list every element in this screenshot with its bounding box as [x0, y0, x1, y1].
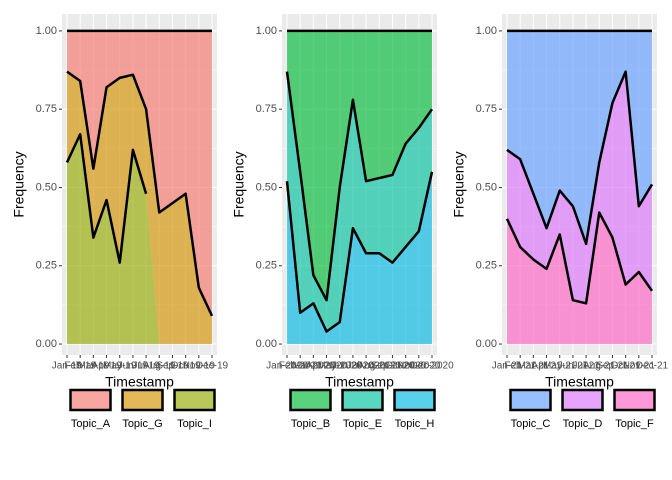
x-tick-label: Jul-21 [572, 361, 600, 372]
x-tick-label: Jan-21 [492, 361, 523, 372]
x-tick-label: Sep-2020 [371, 361, 415, 372]
x-tick-label: Jul-2020 [347, 361, 386, 372]
x-tick-label: Jan-19 [52, 361, 83, 372]
legend-key [561, 388, 604, 412]
x-tick-label: Oct-21 [611, 361, 641, 372]
x-tick-label: Jan-2020 [266, 361, 308, 372]
legend-label: Topic_A [71, 418, 111, 430]
y-tick-label: 0.00 [476, 338, 497, 350]
area [507, 212, 652, 345]
y-axis-title: Frequency [451, 151, 467, 217]
x-tick-label: Jun-21 [558, 361, 589, 372]
y-tick-label: 0.50 [256, 181, 277, 193]
x-tick-label: May-2020 [317, 361, 362, 372]
legend-key [341, 388, 384, 412]
x-tick-label: Aug-21 [583, 361, 616, 372]
area-line [506, 70, 654, 246]
x-tick-label: Jul-19 [132, 361, 160, 372]
y-tick-label: 0.25 [36, 260, 57, 272]
y-tick-label: 1.00 [36, 25, 57, 37]
y-tick-label: 0.75 [476, 103, 497, 115]
y-axis-title: Frequency [11, 151, 27, 217]
x-tick-label: Apr-2020 [306, 361, 348, 372]
x-axis-title: Timestamp [325, 374, 394, 390]
legend-label: Topic_I [177, 418, 212, 430]
x-tick-label: May-21 [543, 361, 577, 372]
legend-label: Topic_F [615, 418, 654, 430]
y-tick-label: 0.75 [256, 103, 277, 115]
y-tick-label: 0.75 [36, 103, 57, 115]
area-line [65, 132, 148, 264]
x-tick-label: Oct-2020 [385, 361, 427, 372]
legend-key [509, 388, 552, 412]
y-tick-label: 0.00 [256, 338, 277, 350]
area-line [285, 171, 434, 333]
x-tick-label: Dec-19 [196, 361, 229, 372]
x-tick-label: Nov-21 [623, 361, 656, 372]
legend-key [121, 388, 164, 412]
x-tick-label: Feb-21 [504, 361, 536, 372]
area [507, 30, 652, 244]
legend-label: Topic_C [511, 418, 551, 430]
area [67, 71, 212, 345]
area [67, 134, 212, 345]
legend-label: Topic_G [122, 418, 162, 430]
x-tick-label: Jun-2020 [332, 361, 374, 372]
x-tick-label: Apr-21 [532, 361, 562, 372]
y-tick-label: 1.00 [256, 25, 277, 37]
legend-label: Topic_B [291, 418, 330, 430]
legend-label: Topic_D [563, 418, 603, 430]
legend-key [613, 388, 656, 412]
x-tick-label: Dec-21 [636, 361, 669, 372]
x-tick-label: Jun-19 [118, 361, 149, 372]
y-tick-label: 0.25 [256, 260, 277, 272]
legend-key [173, 388, 216, 412]
area-line [66, 70, 214, 317]
y-tick-label: 0.25 [476, 260, 497, 272]
x-tick-label: Mar-2020 [292, 361, 335, 372]
x-tick-label: Apr-19 [92, 361, 122, 372]
y-tick-label: 0.50 [476, 181, 497, 193]
x-tick-label: Nov-2020 [397, 361, 441, 372]
y-tick-label: 1.00 [476, 25, 497, 37]
x-tick-label: Feb-19 [64, 361, 96, 372]
legend-key [393, 388, 436, 412]
x-tick-label: Feb-2020 [279, 361, 322, 372]
x-tick-label: Dec-2020 [410, 361, 454, 372]
x-axis-title: Timestamp [105, 374, 174, 390]
y-tick-label: 0.50 [36, 181, 57, 193]
y-axis-title: Frequency [231, 151, 247, 217]
x-tick-label: Sep-19 [156, 361, 189, 372]
area-line [285, 71, 434, 302]
x-tick-label: Nov-19 [183, 361, 216, 372]
y-tick-label: 0.00 [36, 338, 57, 350]
x-tick-label: Mar-21 [518, 361, 550, 372]
legend-label: Topic_H [395, 418, 435, 430]
x-tick-label: Oct-19 [171, 361, 201, 372]
area [287, 30, 432, 301]
x-axis-title: Timestamp [545, 374, 614, 390]
legend-key [69, 388, 112, 412]
x-tick-label: May-19 [103, 361, 137, 372]
x-tick-label: Sep-21 [596, 361, 629, 372]
x-tick-label: Mar-19 [78, 361, 110, 372]
legend-label: Topic_E [343, 418, 382, 430]
area [287, 71, 432, 332]
x-tick-label: Aug-2020 [358, 361, 402, 372]
area-line [505, 211, 654, 305]
x-tick-label: Aug-19 [143, 361, 176, 372]
legend-key [289, 388, 332, 412]
area [287, 171, 432, 345]
